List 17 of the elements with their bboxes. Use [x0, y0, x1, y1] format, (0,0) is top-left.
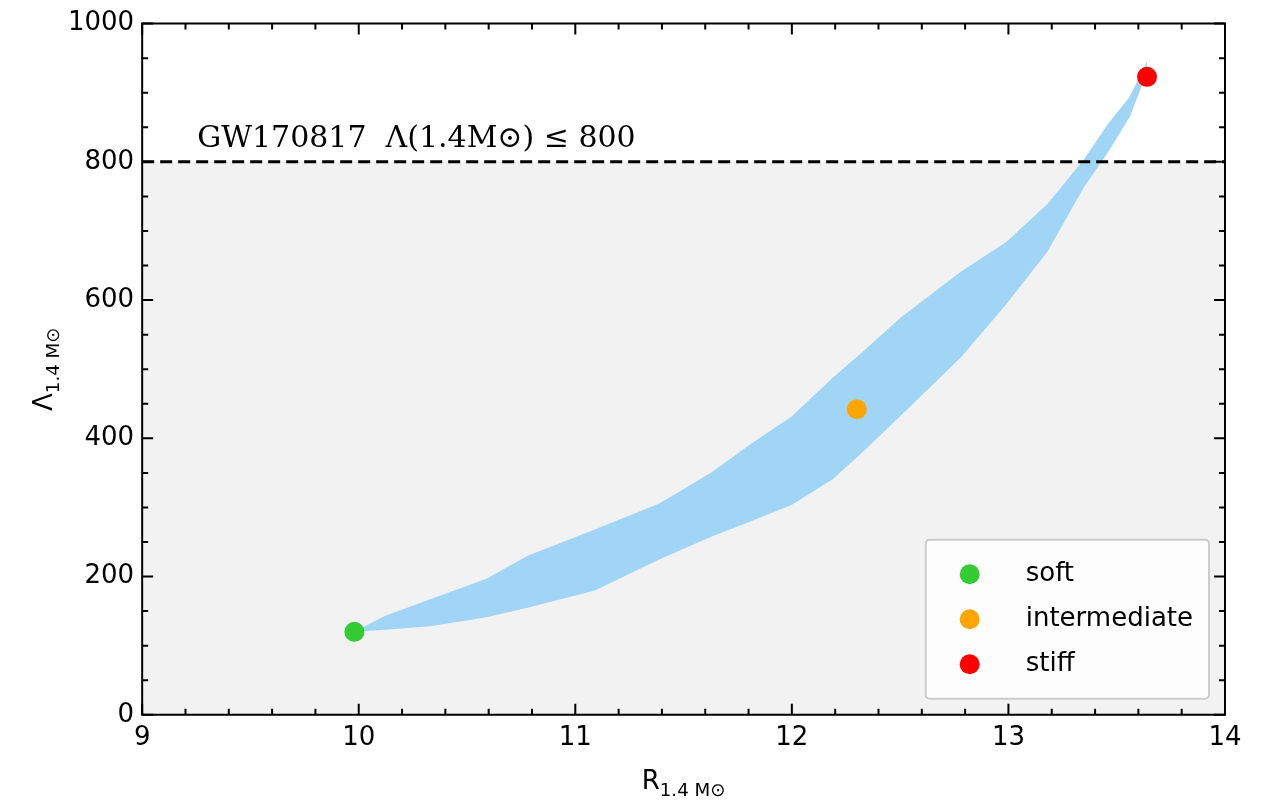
legend-label: stiff — [1025, 647, 1076, 678]
y-tick-label: 200 — [84, 559, 135, 590]
x-tick-label: 13 — [991, 721, 1025, 752]
y-tick-label: 800 — [84, 144, 135, 175]
x-tick-label: 14 — [1208, 721, 1242, 752]
ref-line-label: GW170817 Λ(1.4M⊙) ≤ 800 — [197, 118, 636, 154]
y-tick-label: 600 — [84, 282, 135, 313]
legend-label: intermediate — [1025, 602, 1194, 633]
x-tick-label: 9 — [133, 721, 151, 752]
x-tick-label: 10 — [342, 721, 376, 752]
y-axis-title: Λ1.4 M⊙ — [27, 327, 63, 411]
y-tick-label: 0 — [117, 697, 135, 728]
x-tick-label: 11 — [558, 721, 592, 752]
y-tick-label: 400 — [84, 421, 135, 452]
y-tick-label: 1000 — [68, 6, 135, 37]
legend-label: soft — [1025, 557, 1075, 588]
x-tick-label: 12 — [775, 721, 809, 752]
